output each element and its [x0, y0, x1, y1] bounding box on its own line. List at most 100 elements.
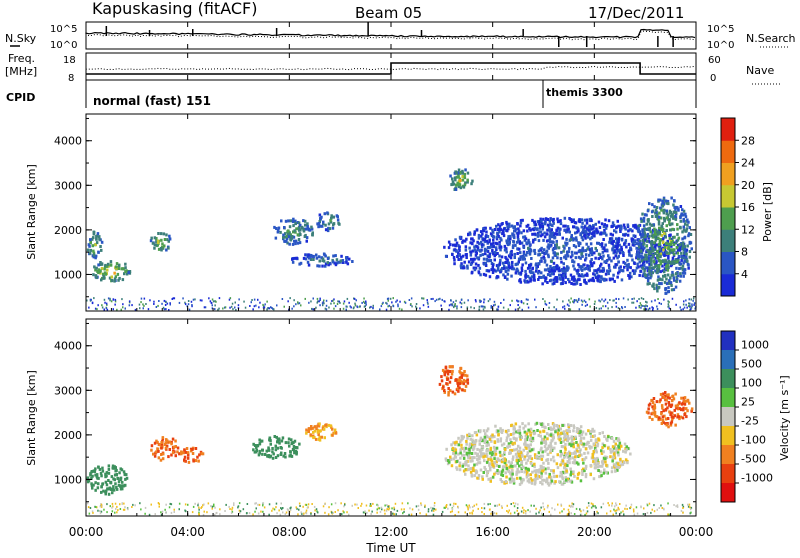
echo-cell	[481, 511, 483, 513]
echo-cell	[407, 502, 409, 504]
echo-cell	[470, 263, 473, 266]
echo-cell	[197, 504, 199, 506]
echo-cell	[517, 510, 519, 512]
echo-cell	[179, 302, 181, 304]
echo-cell	[97, 251, 100, 254]
echo-cell	[458, 507, 460, 509]
echo-cell	[326, 211, 329, 214]
echo-cell	[517, 262, 520, 265]
echo-cell	[465, 249, 468, 252]
echo-cell	[211, 302, 213, 304]
echo-cell	[308, 257, 311, 260]
echo-cell	[124, 270, 127, 273]
echo-cell	[450, 504, 452, 506]
echo-cell	[665, 278, 668, 281]
echo-cell	[111, 276, 114, 279]
echo-cell	[567, 452, 570, 455]
echo-cell	[487, 470, 490, 473]
echo-cell	[296, 446, 299, 449]
echo-cell	[538, 512, 540, 514]
echo-cell	[308, 503, 310, 505]
echo-cell	[585, 257, 588, 260]
echo-cell	[185, 503, 187, 505]
echo-cell	[92, 244, 95, 247]
echo-cell	[260, 511, 262, 513]
echo-cell	[471, 242, 474, 245]
echo-cell	[384, 513, 386, 515]
echo-cell	[591, 247, 594, 250]
echo-cell	[208, 502, 210, 504]
echo-cell	[667, 290, 670, 293]
echo-cell	[547, 506, 549, 508]
echo-cell	[463, 382, 466, 385]
echo-cell	[548, 476, 551, 479]
echo-cell	[560, 432, 563, 435]
echo-cell	[679, 226, 682, 229]
echo-cell	[553, 236, 556, 239]
echo-cell	[494, 304, 496, 306]
echo-cell	[581, 304, 583, 306]
echo-cell	[615, 226, 618, 229]
echo-cell	[278, 509, 280, 511]
echo-cell	[206, 511, 208, 513]
echo-cell	[690, 512, 692, 514]
echo-cell	[675, 267, 678, 270]
echo-cell	[297, 233, 300, 236]
echo-cell	[672, 257, 675, 260]
echo-cell	[298, 229, 301, 232]
echo-cell	[599, 432, 602, 435]
echo-cell	[587, 233, 590, 236]
echo-cell	[659, 278, 662, 281]
echo-cell	[666, 210, 669, 213]
echo-cell	[214, 507, 216, 509]
echo-cell	[665, 236, 668, 239]
echo-cell	[667, 513, 669, 515]
y-tick-label: 2000	[54, 429, 82, 442]
echo-cell	[154, 243, 157, 246]
echo-cell	[475, 263, 478, 266]
echo-cell	[105, 492, 108, 495]
echo-cell	[451, 370, 454, 373]
echo-cell	[465, 245, 468, 248]
echo-cell	[483, 258, 486, 261]
echo-cell	[576, 269, 579, 272]
echo-cell	[572, 506, 574, 508]
echo-cell	[321, 225, 324, 228]
echo-cell	[503, 234, 506, 237]
echo-cell	[663, 254, 666, 257]
echo-cell	[624, 443, 627, 446]
freq-label-line2: [MHz]	[5, 65, 37, 78]
echo-cell	[615, 447, 618, 450]
echo-cell	[639, 306, 641, 308]
echo-cell	[474, 431, 477, 434]
echo-cell	[675, 211, 678, 214]
echo-cell	[615, 502, 617, 504]
echo-cell	[666, 216, 669, 219]
echo-cell	[478, 508, 480, 510]
echo-cell	[559, 475, 562, 478]
echo-cell	[396, 513, 398, 515]
echo-cell	[334, 254, 337, 257]
echo-cell	[174, 440, 177, 443]
echo-cell	[324, 212, 327, 215]
echo-cell	[491, 453, 494, 456]
echo-cell	[97, 510, 99, 512]
echo-cell	[678, 415, 681, 418]
echo-cell	[583, 509, 585, 511]
echo-cell	[637, 513, 639, 515]
cpid-mode-2: themis 3300	[546, 86, 623, 99]
echo-cell	[586, 222, 589, 225]
echo-cell	[589, 269, 592, 272]
echo-cell	[607, 302, 609, 304]
echo-cell	[162, 452, 165, 455]
echo-cell	[94, 489, 97, 492]
echo-cell	[515, 503, 517, 505]
echo-cell	[293, 451, 296, 454]
echo-cell	[509, 510, 511, 512]
echo-cell	[340, 255, 343, 258]
echo-cell	[188, 461, 191, 464]
echo-cell	[108, 297, 110, 299]
echo-cell	[575, 441, 578, 444]
echo-cell	[552, 469, 555, 472]
echo-cell	[529, 253, 532, 256]
